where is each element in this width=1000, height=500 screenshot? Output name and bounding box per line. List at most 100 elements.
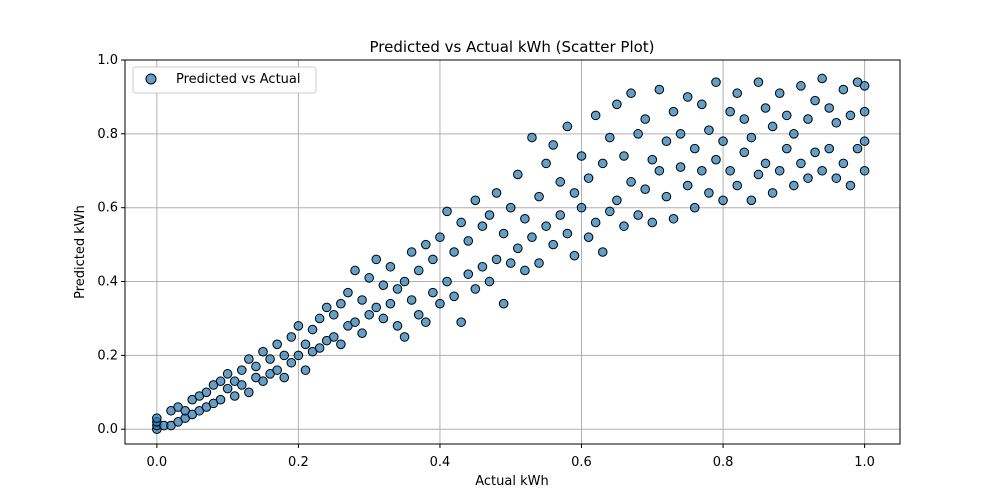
scatter-point: [704, 188, 714, 198]
scatter-point: [548, 140, 558, 150]
scatter-point: [279, 350, 290, 361]
scatter-point: [590, 110, 601, 121]
scatter-point: [583, 173, 594, 183]
scatter-point: [817, 165, 827, 176]
x-tick-label: 0.0: [147, 455, 168, 470]
scatter-point: [272, 339, 282, 350]
scatter-point: [336, 298, 346, 309]
scatter-point: [859, 136, 870, 147]
scatter-point: [612, 195, 622, 206]
scatter-point: [689, 202, 700, 213]
scatter-point: [428, 287, 438, 298]
scatter-point: [711, 154, 721, 165]
scatter-point: [661, 191, 672, 202]
scatter-point: [831, 117, 842, 128]
scatter-point: [640, 184, 651, 195]
scatter-point: [774, 88, 785, 99]
scatter-point: [420, 317, 431, 327]
scatter-point: [774, 165, 785, 176]
legend: Predicted vs Actual: [132, 66, 317, 94]
scatter-point: [845, 180, 856, 191]
scatter-point: [810, 147, 820, 158]
scatter-point: [265, 354, 275, 364]
scatter-point: [456, 217, 466, 228]
scatter-point: [725, 106, 735, 117]
scatter-point: [456, 317, 466, 327]
scatter-point: [520, 213, 530, 224]
scatter-point: [527, 232, 537, 243]
scatter-point: [633, 210, 643, 220]
scatter-point: [626, 177, 636, 187]
scatter-point: [272, 365, 282, 375]
scatter-point: [555, 210, 566, 220]
x-tick-label: 0.6: [571, 455, 592, 470]
scatter-point: [789, 180, 799, 191]
legend-marker: [145, 73, 157, 85]
scatter-point: [314, 343, 325, 353]
scatter-point: [491, 188, 502, 198]
scatter-point: [796, 158, 806, 169]
scatter-point: [831, 173, 842, 183]
scatter-point: [824, 143, 835, 154]
scatter-point: [569, 188, 580, 198]
scatter-point: [647, 217, 658, 228]
scatter-point: [781, 110, 792, 121]
scatter-point: [328, 309, 339, 320]
y-axis-ticks: 0.0 0.2 0.4 0.6 0.8 1.0: [97, 53, 125, 437]
scatter-point: [300, 365, 311, 375]
scatter-point: [810, 95, 820, 106]
scatter-point: [505, 202, 516, 213]
scatter-point: [668, 106, 679, 117]
scatter-point: [244, 354, 254, 364]
scatter-point: [392, 321, 403, 331]
scatter-point: [605, 132, 615, 143]
scatter-point: [541, 221, 551, 231]
scatter-point: [152, 413, 162, 423]
scatter-point: [619, 221, 629, 231]
scatter-point: [541, 158, 551, 169]
x-tick-label: 0.2: [288, 455, 309, 470]
scatter-point: [236, 380, 247, 390]
scatter-point: [569, 250, 580, 261]
scatter-point: [626, 88, 636, 99]
scatter-point: [739, 114, 750, 124]
scatter-point: [484, 276, 495, 287]
scatter-point: [562, 121, 573, 132]
scatter-point: [513, 243, 523, 254]
scatter-point: [251, 361, 261, 372]
plot-frame: [124, 59, 901, 445]
scatter-point: [520, 265, 530, 276]
scatter-point: [399, 332, 410, 342]
scatter-point: [463, 269, 474, 279]
scatter-point: [576, 202, 587, 213]
x-tick-label: 0.8: [713, 455, 734, 470]
scatter-point: [534, 258, 544, 268]
scatter-point: [215, 394, 226, 405]
scatter-point: [413, 265, 424, 276]
scatter-point: [534, 191, 544, 202]
scatter-point: [668, 213, 679, 224]
scatter-point: [739, 147, 750, 158]
y-tick-label: 0.8: [97, 127, 118, 142]
scatter-point: [244, 387, 254, 398]
scatter-point: [222, 369, 233, 379]
scatter-point: [725, 165, 735, 176]
scatter-point: [845, 110, 856, 121]
scatter-point: [760, 158, 771, 169]
scatter-point: [364, 273, 374, 283]
scatter-point: [597, 247, 608, 257]
y-tick-label: 0.6: [97, 201, 118, 216]
scatter-point: [781, 143, 792, 154]
y-tick-label: 0.0: [97, 422, 118, 437]
x-tick-label: 1.0: [854, 455, 875, 470]
scatter-point: [803, 114, 813, 124]
scatter-point: [321, 302, 332, 313]
scatter-point: [789, 129, 799, 139]
scatter-point: [753, 169, 764, 180]
scatter-point: [746, 195, 757, 206]
scatter-point: [470, 195, 481, 206]
scatter-point: [442, 206, 452, 217]
scatter-point: [442, 276, 452, 287]
scatter-point: [222, 383, 233, 394]
scatter-point: [859, 106, 870, 117]
